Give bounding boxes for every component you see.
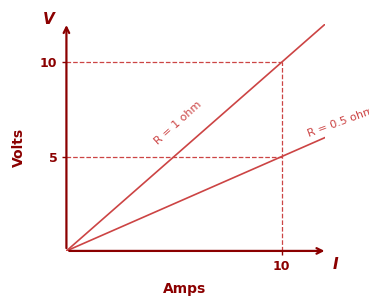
Text: I: I [332,257,338,272]
Text: Amps: Amps [163,282,206,296]
Text: R = 1 ohm: R = 1 ohm [153,99,204,146]
Text: R = 0.5 ohm: R = 0.5 ohm [306,105,369,139]
Text: Volts: Volts [12,128,26,167]
Text: V: V [43,13,55,28]
